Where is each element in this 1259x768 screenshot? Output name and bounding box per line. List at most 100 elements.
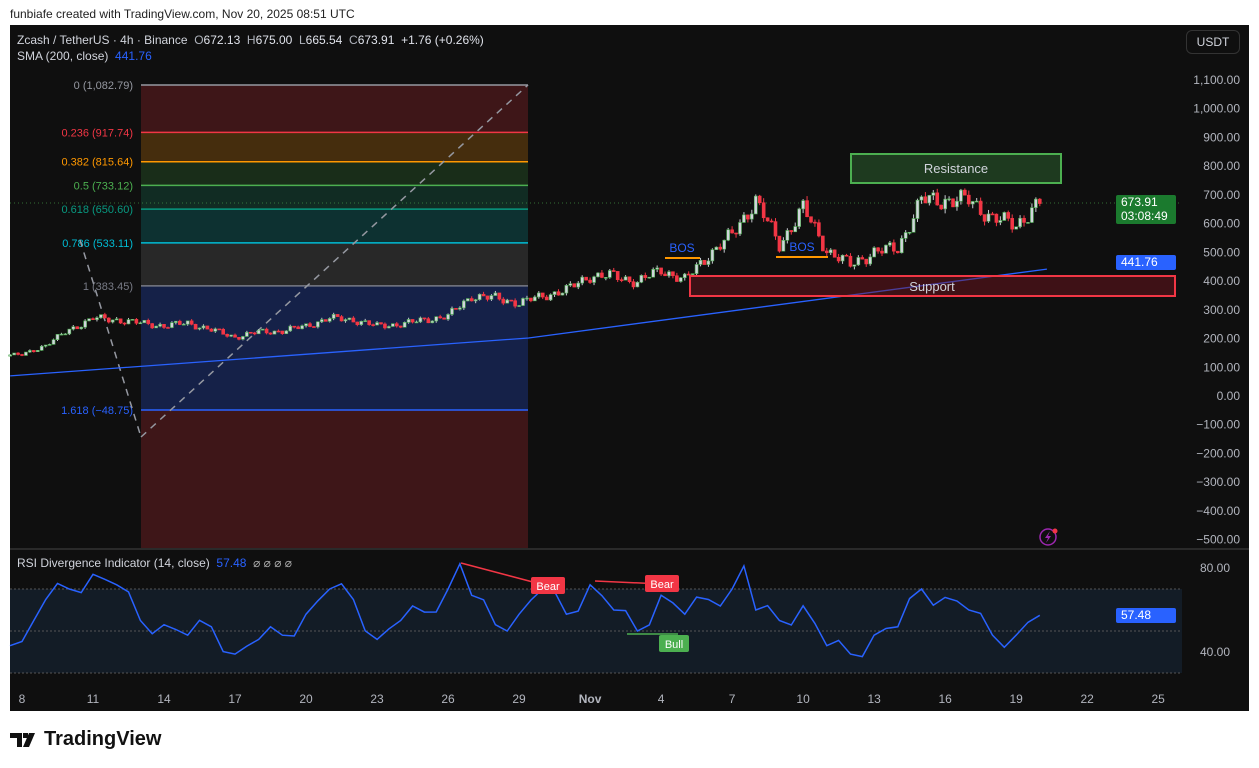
candle-up xyxy=(548,294,553,301)
candle-down xyxy=(422,317,427,320)
candle-up xyxy=(241,336,245,340)
candle-up xyxy=(43,344,48,347)
price-tick: 1,000.00 xyxy=(1193,102,1240,116)
candle-up xyxy=(284,330,289,334)
candle-down xyxy=(813,221,817,224)
candle-up xyxy=(79,326,83,330)
candle-up xyxy=(316,321,320,328)
resistance-zone[interactable] xyxy=(850,153,1062,184)
change-value: +1.76 (+0.26%) xyxy=(401,33,484,47)
candle-up xyxy=(608,270,612,278)
candle-up xyxy=(300,325,304,330)
candle-up xyxy=(114,318,119,321)
candle-up xyxy=(635,281,640,288)
candle-down xyxy=(631,281,636,288)
candle-up xyxy=(174,320,178,323)
sma-value: 441.76 xyxy=(115,49,152,63)
candle-up xyxy=(8,354,12,357)
candle-down xyxy=(312,326,316,328)
candle-up xyxy=(158,324,162,327)
candle-up xyxy=(576,282,581,288)
candle-up xyxy=(564,285,569,294)
candle-down xyxy=(773,221,778,237)
sma-line xyxy=(10,268,1047,377)
low-label: L xyxy=(298,33,306,47)
candle-up xyxy=(888,242,892,246)
bear-label-box-1 xyxy=(531,577,565,594)
tradingview-logo[interactable]: TradingView xyxy=(10,728,161,751)
candle-down xyxy=(860,257,865,260)
candle-up xyxy=(51,339,56,345)
candle-up xyxy=(67,328,72,335)
candle-up xyxy=(959,189,963,202)
candle-up xyxy=(903,232,908,239)
fibonacci-retracement: 0 (1,082.79) 0.236 (917.74) 0.382 (815.64)… xyxy=(61,80,529,548)
candle-down xyxy=(249,331,253,334)
sma-legend[interactable]: SMA (200, close) 441.76 xyxy=(17,48,484,64)
candle-down xyxy=(410,319,415,323)
resistance-label: Resistance xyxy=(924,161,988,176)
candle-up xyxy=(71,326,76,330)
candle-up xyxy=(1034,198,1038,208)
candle-up xyxy=(947,198,951,201)
candle-up xyxy=(402,322,407,328)
candle-up xyxy=(639,275,644,283)
lightning-icon[interactable] xyxy=(1039,528,1058,546)
symbol-title[interactable]: Zcash / TetherUS · 4h · Binance xyxy=(17,33,188,47)
candle-down xyxy=(351,317,356,323)
candle-down xyxy=(438,316,442,319)
candle-down xyxy=(379,322,383,325)
candle-down xyxy=(209,328,214,332)
candle-down xyxy=(193,323,198,330)
candle-down xyxy=(217,328,222,331)
candle-down xyxy=(864,258,869,265)
candle-down xyxy=(146,320,151,324)
price-tick: −400.00 xyxy=(1196,504,1240,518)
candle-down xyxy=(963,189,967,196)
candle-up xyxy=(698,259,703,265)
rsi-tick-80: 80.00 xyxy=(1200,561,1230,575)
candle-up xyxy=(304,323,308,327)
high-label: H xyxy=(246,33,256,47)
candle-down xyxy=(765,217,770,222)
fib-zone xyxy=(141,285,528,411)
candle-up xyxy=(623,276,628,281)
candle-up xyxy=(95,317,99,320)
bear-label-box-2 xyxy=(645,575,679,592)
candle-down xyxy=(556,291,561,296)
candle-down xyxy=(663,273,667,277)
currency-button[interactable]: USDT xyxy=(1186,30,1240,54)
price-tick: 100.00 xyxy=(1203,360,1240,374)
fib-level-label: 0.236 (917.74) xyxy=(61,127,133,139)
candle-up xyxy=(927,195,932,204)
candle-up xyxy=(521,298,525,306)
candle-down xyxy=(817,222,821,237)
candle-up xyxy=(710,249,715,262)
candle-up xyxy=(604,277,608,279)
support-zone[interactable] xyxy=(689,275,1176,297)
rsi-value: 57.48 xyxy=(216,556,247,570)
candle-up xyxy=(35,350,40,353)
candle-up xyxy=(706,260,711,265)
candle-down xyxy=(821,235,825,252)
price-tick: 0.00 xyxy=(1217,389,1241,403)
candle-up xyxy=(347,317,352,320)
time-tick: 29 xyxy=(512,692,526,706)
candle-down xyxy=(118,318,123,324)
candle-up xyxy=(430,320,435,324)
candle-down xyxy=(659,267,663,275)
rsi-legend[interactable]: RSI Divergence Indicator (14, close) 57.… xyxy=(17,556,292,570)
high-value: 675.00 xyxy=(255,33,293,47)
candle-down xyxy=(848,255,853,267)
candle-down xyxy=(371,324,375,326)
candle-up xyxy=(446,314,450,320)
price-tick: −200.00 xyxy=(1196,446,1240,460)
credit-text: funbiafe created with TradingView.com, N… xyxy=(10,7,355,21)
candle-down xyxy=(939,204,943,210)
candle-down xyxy=(221,328,225,335)
candle-up xyxy=(505,299,510,304)
candle-down xyxy=(91,318,95,320)
price-axis: 1,100.00 1,000.00 900.00 800.00 700.00 600.00… xyxy=(1193,73,1240,547)
candle-up xyxy=(465,298,470,302)
